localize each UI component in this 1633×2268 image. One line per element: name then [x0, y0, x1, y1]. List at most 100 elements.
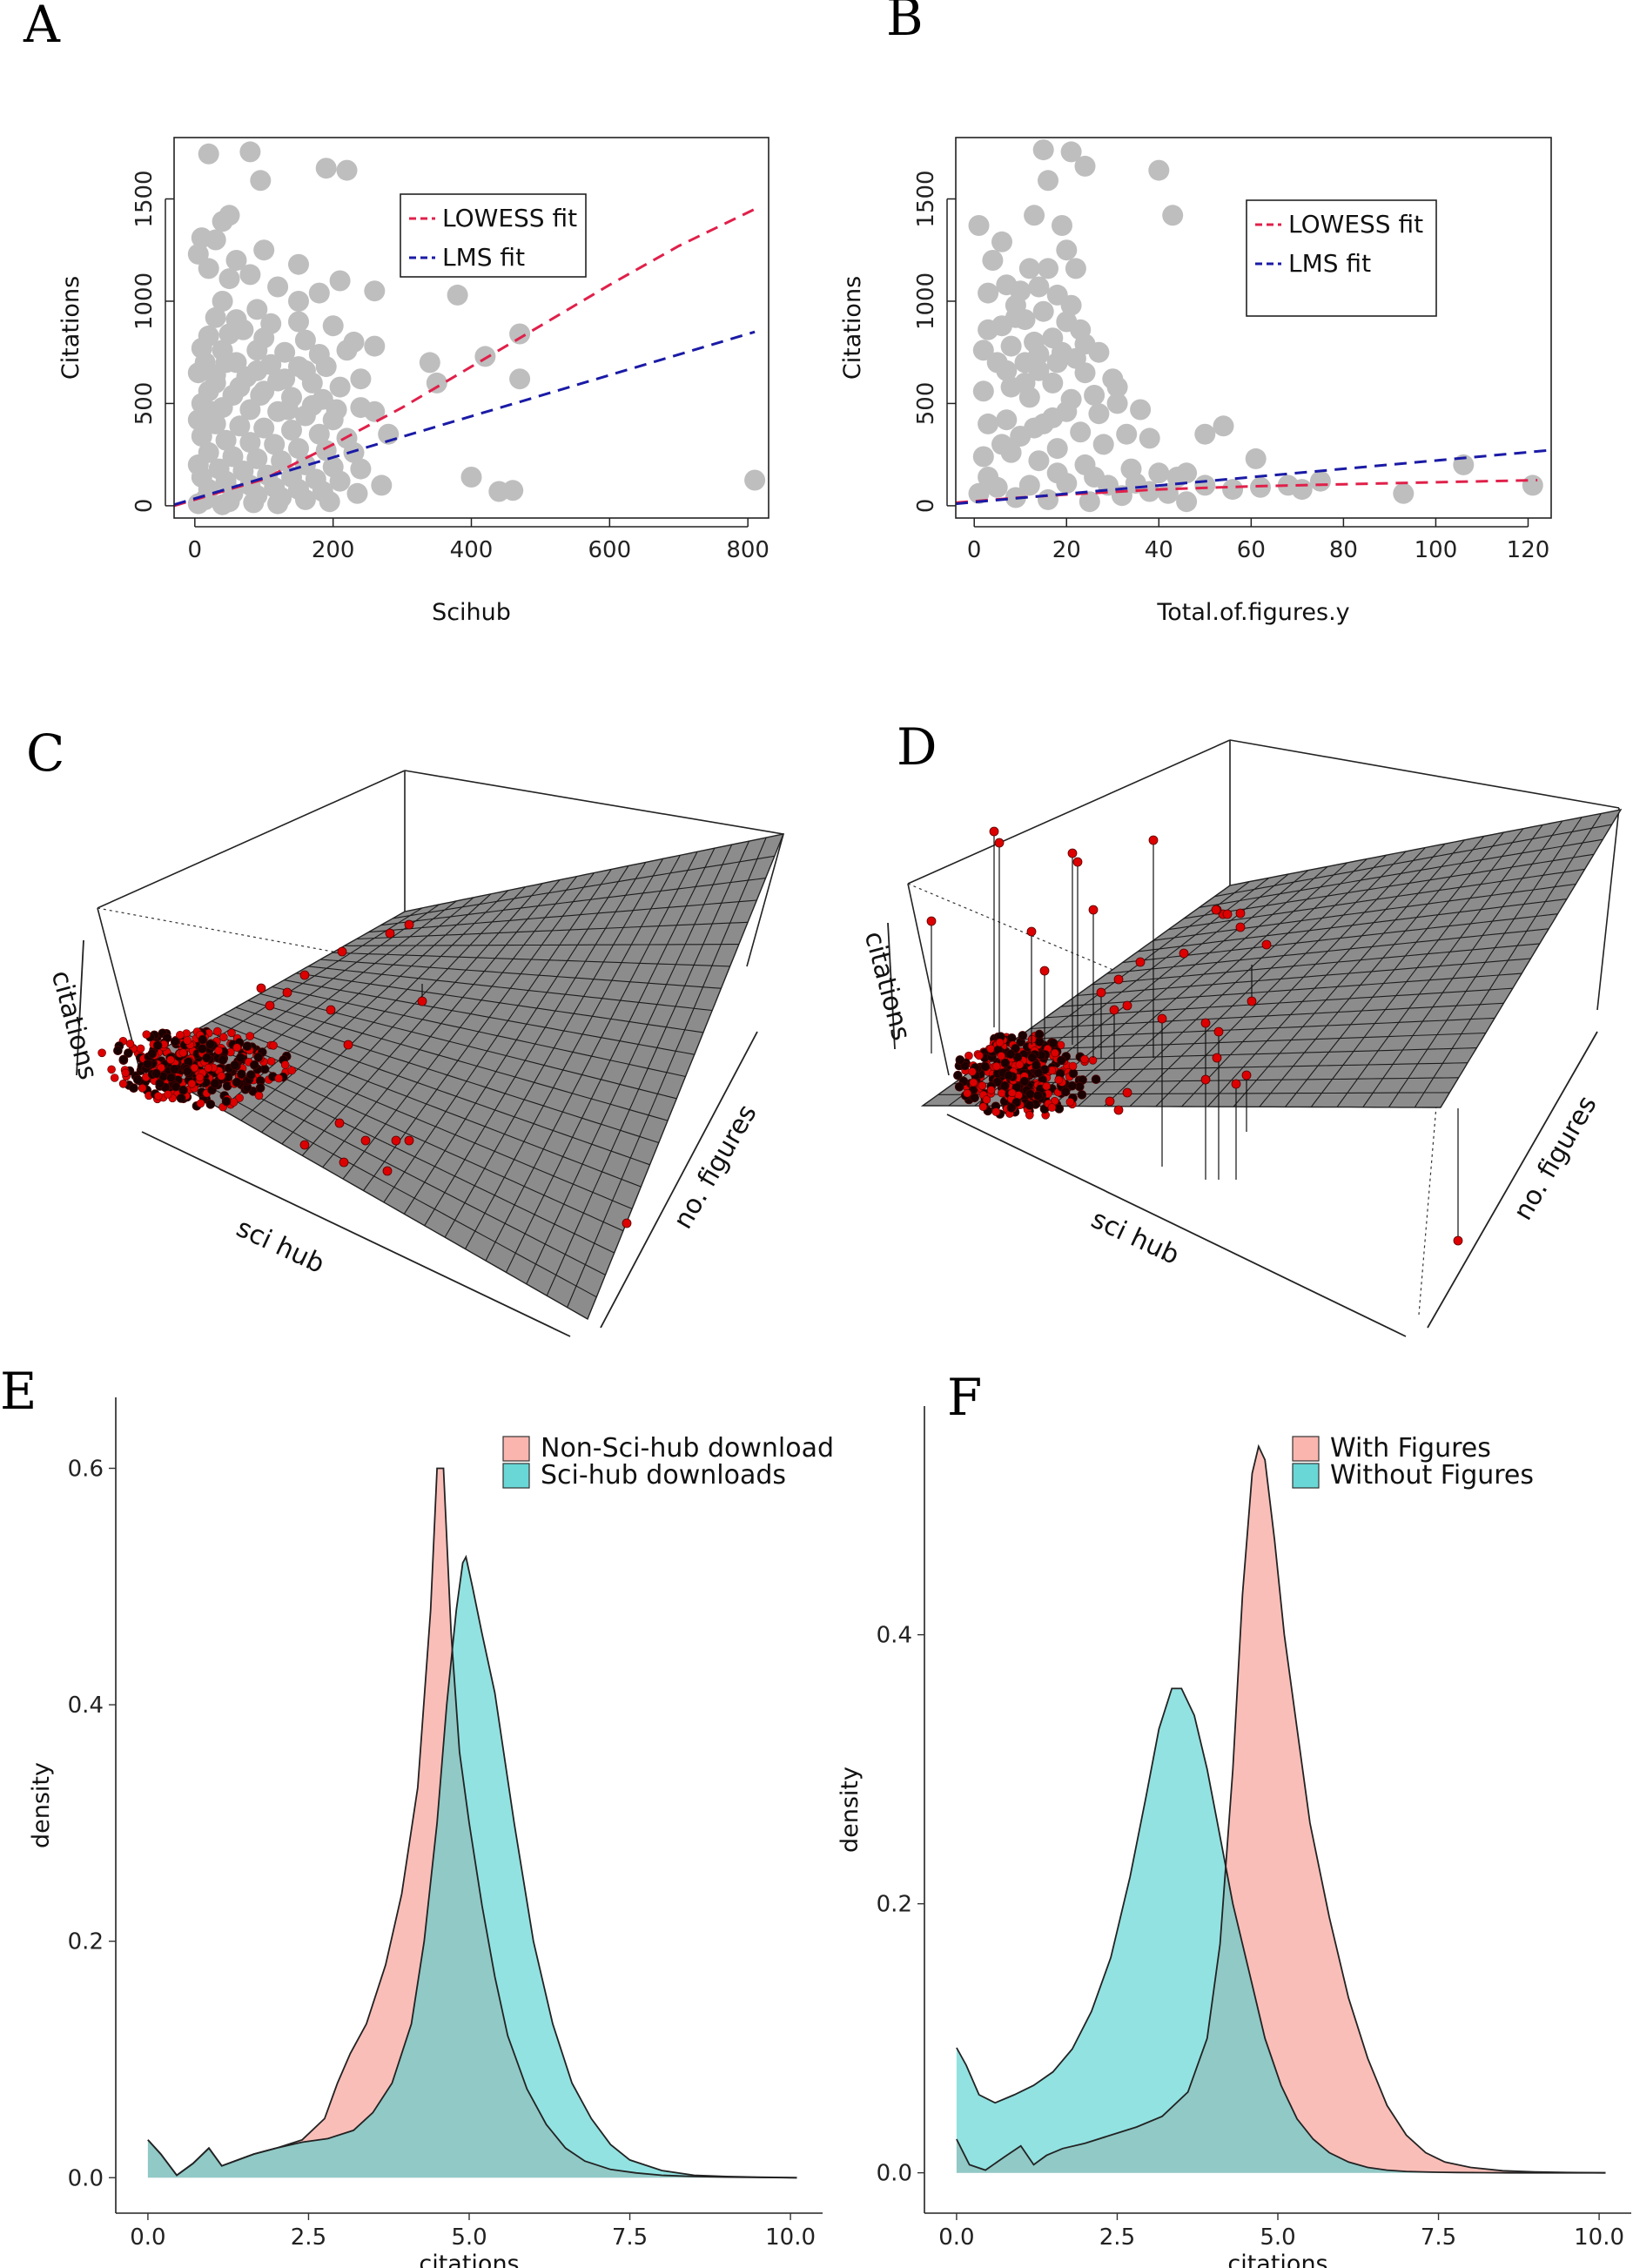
c-cluster-point-111	[205, 1100, 216, 1109]
b-point-92	[991, 434, 1012, 455]
d-grid-line-u-11	[1092, 943, 1540, 986]
c-cluster-point-330	[237, 1069, 246, 1079]
d-outlier-point-31	[1211, 905, 1221, 915]
b-x-tick-label-0: 0	[967, 537, 982, 563]
a-x-tick-label-1: 200	[312, 537, 355, 563]
d-cluster-point-366	[1025, 1111, 1034, 1120]
c-cluster-point-331	[253, 1053, 264, 1062]
a-point-2	[250, 170, 272, 192]
d-cluster-point-197	[1077, 1090, 1087, 1100]
b-plot-frame	[955, 137, 1552, 519]
axis-arrows-d	[887, 922, 1598, 1337]
a-point-3	[315, 158, 337, 179]
c-cluster-point-336	[151, 1068, 161, 1079]
a-point-71	[364, 400, 386, 422]
hidden-edge-d2	[1418, 1105, 1437, 1316]
a-y-tick-label-3: 1500	[131, 170, 158, 227]
b-point-37	[1074, 362, 1096, 384]
a-point-10	[187, 243, 209, 265]
d-grid-line-u-17	[1183, 853, 1595, 919]
panel-c-3d-plot: sci hub no. figures citations	[45, 770, 785, 1337]
a-x-tick-label-0: 0	[188, 537, 203, 563]
d-grid-line-u-14	[1138, 898, 1567, 952]
d-outlier-point-15	[1241, 1070, 1252, 1080]
b-point-8	[1052, 215, 1072, 236]
d-cluster-point-355	[969, 1078, 978, 1087]
b-point-57	[1245, 448, 1267, 469]
a-point-34	[294, 329, 316, 351]
c-outlier-point-15	[404, 919, 414, 930]
e-x-tick-label-2: 5.0	[451, 2224, 487, 2251]
b-x-tick-label-2: 40	[1145, 537, 1173, 563]
a-point-1	[239, 141, 261, 163]
b-point-29	[1000, 335, 1022, 357]
d-outlier-point-23	[1212, 1053, 1222, 1063]
panel-label-f: F	[947, 1368, 982, 1427]
d-cluster-point-374	[1080, 1054, 1089, 1064]
b-point-54	[1213, 415, 1234, 437]
f-density-curve-cyan	[956, 1687, 1606, 2174]
c-outlier-point-16	[385, 928, 395, 939]
c-cluster-point-140	[113, 1046, 123, 1055]
a-point-12	[288, 253, 309, 275]
f-density-curve-pink	[956, 1444, 1606, 2174]
panel-label-e: E	[0, 1362, 37, 1421]
a-point-89	[271, 450, 292, 472]
d-cluster-point-345	[970, 1093, 979, 1103]
d-cluster-point-323	[1000, 1080, 1010, 1091]
b-point-19	[1060, 294, 1082, 316]
e-y-tick-label-3: 0.6	[68, 1456, 104, 1482]
b-point-16	[1028, 276, 1050, 298]
e-x-tick-label-0: 0.0	[130, 2224, 165, 2251]
d-cluster-point-117	[953, 1070, 963, 1080]
c-cluster-point-287	[107, 1065, 116, 1074]
a-point-133	[326, 399, 347, 421]
a-point-74	[229, 415, 251, 437]
c-grid-line-v-15	[444, 858, 664, 1238]
b-x-tick-label-1: 20	[1052, 537, 1081, 563]
a-point-32	[218, 323, 240, 345]
b-point-93	[1010, 426, 1032, 447]
c-grid-line-v-18	[505, 847, 716, 1273]
d-grid-line-v-14	[1285, 831, 1504, 1107]
b-y-tick-label-0: 0	[913, 499, 939, 514]
d-outlier-point-0	[989, 826, 999, 837]
c-cluster-point-292	[230, 1060, 240, 1070]
c-cluster-point-212	[129, 1083, 138, 1093]
d-cluster-point-364	[1027, 1034, 1037, 1044]
b-point-102	[1074, 333, 1096, 355]
c-cluster-point-274	[217, 1072, 226, 1080]
a-point-67	[239, 399, 261, 421]
d-cluster-point-357	[1027, 1053, 1038, 1062]
a-point-44	[419, 352, 440, 374]
e-y-tick-label-0: 0.0	[68, 2165, 104, 2191]
regression-surface-c	[138, 833, 785, 1321]
b-point-87	[1046, 462, 1068, 484]
d-outlier-point-20	[1135, 957, 1146, 967]
c-grid-line-u-18	[356, 921, 749, 940]
c-cluster-point-325	[287, 1066, 297, 1075]
a-point-50	[426, 372, 447, 394]
a-point-92	[350, 458, 372, 480]
d-cluster-point-337	[1000, 1058, 1011, 1068]
b-point-36	[1028, 360, 1050, 381]
a-point-11	[225, 250, 247, 271]
c-grid-line-v-14	[424, 862, 647, 1226]
d-outlier-point-5	[1088, 905, 1099, 915]
regression-surface-d	[920, 809, 1623, 1108]
b-point-61	[972, 446, 994, 468]
b-point-98	[1014, 372, 1036, 394]
c-grid-line-u-17	[344, 944, 739, 946]
b-point-22	[1032, 300, 1054, 322]
a-point-21	[212, 291, 233, 312]
d-cluster-point-327	[986, 1086, 996, 1094]
a-point-117	[187, 493, 209, 515]
c-outlier-point-8	[382, 1166, 393, 1176]
d-outlier-point-8	[1039, 966, 1050, 976]
b-y-axis-label: Citations	[839, 276, 866, 380]
c-outlier-point-4	[334, 1118, 345, 1128]
a-point-16	[239, 264, 261, 286]
d-outlier-point-6	[926, 916, 937, 926]
d-cluster-point-212	[1054, 1104, 1065, 1114]
f-x-tick-label-0: 0.0	[938, 2224, 974, 2251]
